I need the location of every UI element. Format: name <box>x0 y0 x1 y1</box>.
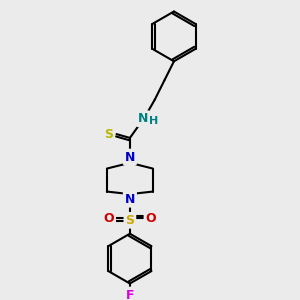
Text: O: O <box>103 212 114 225</box>
Text: N: N <box>125 151 135 164</box>
Text: N: N <box>125 193 135 206</box>
Text: H: H <box>149 116 158 126</box>
Text: F: F <box>126 289 134 300</box>
Text: O: O <box>146 212 156 225</box>
Text: N: N <box>138 112 148 125</box>
Text: S: S <box>125 214 134 227</box>
Text: S: S <box>104 128 113 141</box>
